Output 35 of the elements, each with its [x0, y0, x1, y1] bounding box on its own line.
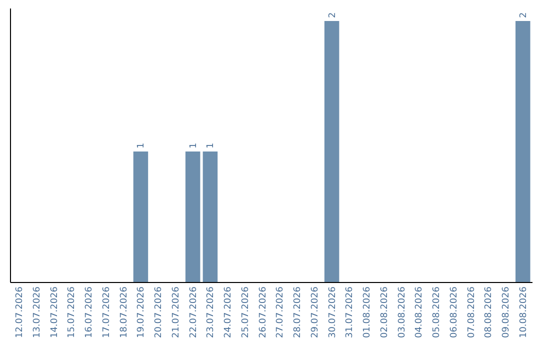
x-tick-label: 28.07.2026: [293, 286, 304, 338]
x-tick-label: 02.08.2026: [380, 286, 390, 338]
x-tick-label: 23.07.2026: [206, 286, 216, 338]
x-tick-label: 05.08.2026: [432, 286, 442, 338]
x-tick-label: 19.07.2026: [136, 286, 147, 338]
x-tick-label: 21.07.2026: [171, 286, 182, 338]
x-tick-label: 15.07.2026: [67, 286, 78, 338]
x-tick-label: 30.07.2026: [328, 286, 338, 338]
x-tick-label: 31.07.2026: [345, 286, 356, 338]
x-tick-label: 26.07.2026: [258, 286, 268, 338]
x-tick-label: 04.08.2026: [414, 286, 425, 338]
x-tick-label: 08.08.2026: [484, 286, 494, 338]
data-label: 2: [518, 12, 529, 18]
data-label: 2: [328, 12, 338, 18]
x-tick-label: 07.08.2026: [466, 286, 477, 338]
x-tick-label: 03.08.2026: [397, 286, 408, 338]
x-tick-label: 17.07.2026: [102, 286, 112, 338]
x-tick-label: 13.07.2026: [32, 286, 42, 338]
data-label: 1: [206, 142, 216, 149]
x-tick-label: 12.07.2026: [15, 286, 26, 338]
x-tick-label: 14.07.2026: [50, 286, 60, 338]
x-tick-label: 20.07.2026: [154, 286, 164, 338]
x-tick-label: 18.07.2026: [119, 286, 130, 338]
x-tick-label: 24.07.2026: [224, 286, 234, 338]
x-tick-label: 01.08.2026: [362, 286, 373, 338]
x-tick-label: 25.07.2026: [240, 286, 251, 338]
x-tick-label: 09.08.2026: [502, 286, 512, 338]
x-tick-label: 06.08.2026: [449, 286, 460, 338]
x-tick-label: 22.07.2026: [188, 286, 199, 338]
x-tick-label: 16.07.2026: [84, 286, 95, 338]
x-tick-label: 29.07.2026: [310, 286, 320, 338]
x-tick-label: 27.07.2026: [276, 286, 286, 338]
x-tick-label: 10.08.2026: [518, 286, 529, 338]
data-label: 1: [136, 142, 147, 149]
data-label: 1: [188, 142, 199, 149]
